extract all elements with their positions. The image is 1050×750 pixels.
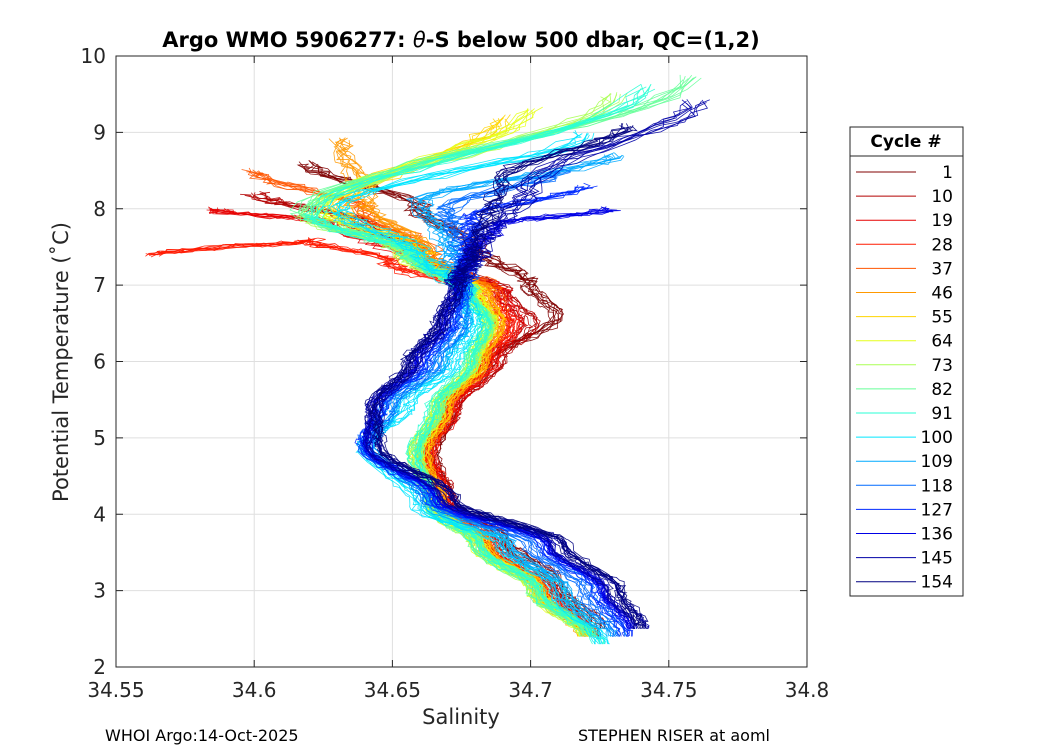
y-tick-label: 10 [81,44,106,68]
profile-line-cycle-91 [308,84,647,645]
profile-line-cycle-91 [311,84,652,645]
legend-label-1: 1 [942,163,953,183]
profile-line-cycle-91 [316,84,651,645]
y-tick-label: 5 [93,426,106,450]
x-tick-label: 34.8 [785,678,830,702]
legend-label-37: 37 [931,259,953,279]
x-tick-label: 34.65 [364,678,421,702]
y-tick-label: 6 [93,350,106,374]
profile-line-cycle-154 [374,126,646,629]
x-axis-label: Salinity [422,705,500,729]
profile-line-cycle-136 [361,209,630,630]
legend-title: Cycle # [870,132,941,152]
legend-label-145: 145 [921,549,953,569]
legend-label-154: 154 [921,573,953,593]
y-axis-ticks: 2 3 4 5 6 7 8 9 10 [81,44,807,679]
profile-line-cycle-109 [368,153,617,637]
title-theta-symbol: θ [413,28,426,52]
series-cycle-154 [364,123,649,630]
y-tick-label: 7 [93,273,106,297]
profile-line-cycle-100 [333,132,609,645]
x-tick-label: 34.7 [508,678,553,702]
profile-line-cycle-154 [377,126,649,630]
legend-label-46: 46 [931,284,953,304]
legend-label-10: 10 [931,187,953,207]
profile-line-cycle-55 [336,114,596,637]
profile-line-cycle-100 [332,134,603,645]
chart-title: Argo WMO 5906277: θ-S below 500 dbar, QC… [162,28,759,52]
series-cycle-91 [302,83,656,645]
series-layer [145,74,710,645]
profile-line-cycle-118 [361,170,621,637]
legend-label-55: 55 [931,308,953,328]
x-tick-label: 34.75 [640,678,697,702]
legend-label-100: 100 [921,428,953,448]
profile-line-cycle-109 [376,154,623,637]
profile-line-cycle-145 [362,100,687,630]
footer-left: WHOI Argo:14-Oct-2025 [105,726,299,745]
footer-right: STEPHEN RISER at aoml [578,726,770,745]
x-tick-label: 34.6 [232,678,277,702]
profile-line-cycle-109 [360,154,608,637]
y-tick-label: 3 [93,579,106,603]
x-tick-label: 34.55 [87,678,144,702]
y-tick-label: 2 [93,655,106,679]
legend-label-91: 91 [931,404,953,424]
title-prefix: Argo WMO 5906277: [162,28,413,52]
profile-line-cycle-154 [372,123,644,629]
legend-label-109: 109 [921,452,953,472]
legend-label-64: 64 [931,332,953,352]
legend-label-73: 73 [931,356,953,376]
profile-line-cycle-91 [302,83,642,645]
legend-label-136: 136 [921,525,953,545]
profile-line-cycle-100 [332,133,602,645]
legend-label-118: 118 [921,476,953,496]
legend-label-19: 19 [931,211,953,231]
profile-line-cycle-154 [372,125,646,629]
x-axis-ticks: 34.55 34.6 34.65 34.7 34.75 34.8 [87,56,829,702]
legend-entries: 1 10 19 28 37 46 55 64 73 82 91 100 109 118 127 136 145 1… [856,163,953,593]
legend-label-82: 82 [931,380,953,400]
profile-line-cycle-100 [335,133,606,645]
title-suffix: -S below 500 dbar, QC=(1,2) [426,28,760,52]
legend-label-28: 28 [931,235,953,255]
legend-label-127: 127 [921,500,953,520]
y-tick-label: 8 [93,197,106,221]
y-tick-label: 9 [93,120,106,144]
profile-line-cycle-118 [358,172,619,637]
legend-box [849,126,964,597]
y-axis-label: Potential Temperature (˚C) [49,222,73,502]
y-tick-label: 4 [93,502,106,526]
legend: Cycle # 1 10 19 28 37 46 55 64 73 82 91 100 109 118 12… [849,126,964,597]
